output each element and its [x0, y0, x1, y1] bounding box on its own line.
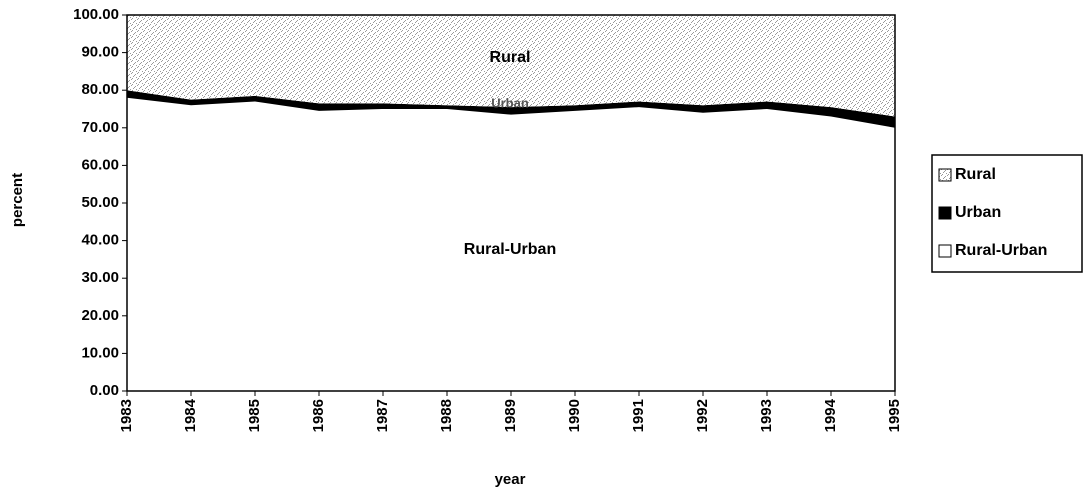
- x-tick-label: 1992: [694, 399, 711, 432]
- legend: Rural Urban Rural-Urban: [931, 154, 1083, 273]
- y-tick-label: 20.00: [81, 307, 119, 324]
- legend-box: [931, 154, 1083, 273]
- y-axis-label: percent: [9, 173, 26, 227]
- x-tick-label: 1989: [502, 399, 519, 432]
- legend-label: Urban: [955, 204, 1001, 221]
- x-tick-label: 1983: [118, 399, 135, 432]
- y-tick-label: 80.00: [81, 81, 119, 98]
- y-tick-label: 30.00: [81, 269, 119, 286]
- area: [127, 90, 895, 128]
- x-tick-label: 1986: [310, 399, 327, 432]
- y-tick-label: 50.00: [81, 194, 119, 211]
- area: [127, 15, 895, 117]
- y-tick-label: 70.00: [81, 119, 119, 136]
- x-tick-label: 1990: [566, 399, 583, 432]
- y-tick-label: 90.00: [81, 44, 119, 61]
- legend-label: Rural: [955, 166, 996, 183]
- x-tick-label: 1984: [182, 398, 199, 432]
- x-tick-label: 1995: [886, 399, 903, 432]
- legend-swatch: [938, 168, 952, 182]
- x-axis-label: year: [495, 471, 526, 488]
- x-tick-label: 1988: [438, 399, 455, 432]
- y-tick-label: 10.00: [81, 344, 119, 361]
- legend-swatch: [938, 206, 952, 220]
- legend-swatch: [938, 244, 952, 258]
- y-tick-label: 60.00: [81, 156, 119, 173]
- y-tick-label: 0.00: [90, 382, 119, 399]
- annotation: Rural-Urban: [464, 241, 556, 258]
- annotation: Urban: [491, 95, 529, 110]
- y-tick-label: 40.00: [81, 232, 119, 249]
- legend-label: Rural-Urban: [955, 242, 1047, 259]
- x-tick-label: 1994: [822, 398, 839, 432]
- x-tick-label: 1987: [374, 399, 391, 432]
- x-tick-label: 1993: [758, 399, 775, 432]
- y-tick-label: 100.00: [73, 6, 119, 23]
- x-tick-label: 1991: [630, 399, 647, 432]
- x-tick-label: 1985: [246, 399, 263, 432]
- area: [127, 97, 895, 391]
- annotation: Rural: [490, 49, 531, 66]
